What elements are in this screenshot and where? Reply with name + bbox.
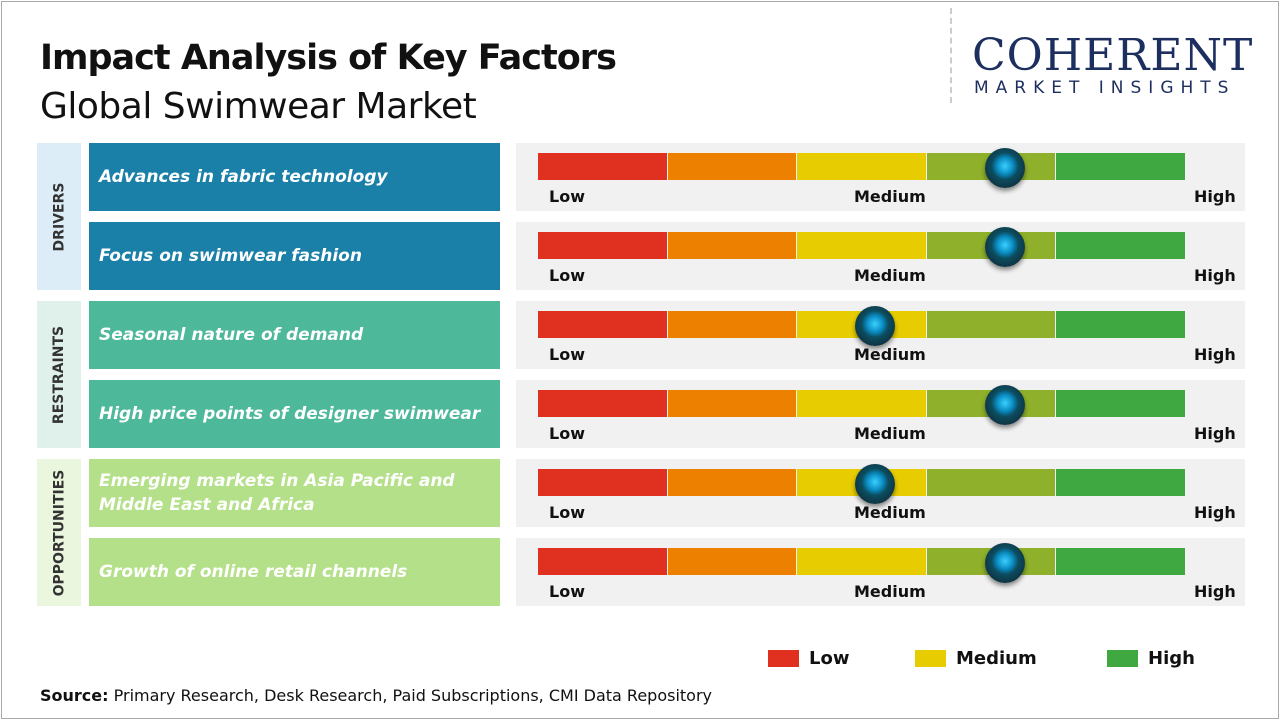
scale-label-low: Low: [549, 503, 585, 522]
gauge-segment: [667, 469, 797, 496]
impact-marker: [984, 148, 1025, 188]
factor-label: Seasonal nature of demand: [89, 301, 500, 369]
gauge-segment: [797, 548, 926, 575]
gauge-segment: [1056, 390, 1185, 417]
scale-label-low: Low: [549, 187, 585, 206]
impact-gauge: Low Medium High: [516, 143, 1245, 211]
coherent-logo: COHERENT MARKET INSIGHTS: [950, 8, 1272, 103]
page-subtitle: Global Swimwear Market: [40, 86, 477, 127]
legend-label-low: Low: [809, 648, 850, 669]
gauge-segment: [797, 232, 926, 259]
impact-marker: [984, 227, 1025, 267]
logo-line1: COHERENT: [972, 30, 1254, 81]
gauge-segment: [667, 232, 797, 259]
scale-label-high: High: [1194, 187, 1236, 206]
gauge-segment: [797, 153, 926, 180]
gauge-segment: [926, 311, 1056, 338]
legend-swatch-low: [768, 650, 799, 667]
factor-label: Emerging markets in Asia Pacific and Mid…: [89, 459, 500, 527]
scale-label-medium: Medium: [854, 266, 926, 285]
scale-label-high: High: [1194, 503, 1236, 522]
category-label: DRIVERS: [51, 182, 67, 251]
scale-label-medium: Medium: [854, 503, 926, 522]
scale-label-low: Low: [549, 582, 585, 601]
impact-marker: [984, 385, 1025, 425]
gauge-segment: [538, 311, 667, 338]
legend-label-high: High: [1148, 648, 1195, 669]
impact-gauge: Low Medium High: [516, 222, 1245, 290]
source-text: Primary Research, Desk Research, Paid Su…: [108, 686, 712, 705]
category-restraints: RESTRAINTS: [37, 301, 81, 448]
gauge-segment: [667, 153, 797, 180]
category-drivers: DRIVERS: [37, 143, 81, 290]
scale-label-medium: Medium: [854, 187, 926, 206]
gauge-segment: [538, 548, 667, 575]
impact-marker: [854, 464, 895, 504]
gauge-segment: [667, 311, 797, 338]
legend-medium: Medium: [915, 648, 1037, 669]
gauge-segment: [667, 390, 797, 417]
legend-swatch-medium: [915, 650, 946, 667]
impact-gauge: Low Medium High: [516, 459, 1245, 527]
impact-gauge: Low Medium High: [516, 301, 1245, 369]
factor-label: Growth of online retail channels: [89, 538, 500, 606]
scale-label-high: High: [1194, 345, 1236, 364]
page-title: Impact Analysis of Key Factors: [40, 38, 617, 78]
logo-line2: MARKET INSIGHTS: [974, 78, 1236, 98]
gauge-segment: [1056, 232, 1185, 259]
category-label: OPPORTUNITIES: [51, 469, 68, 596]
legend-swatch-high: [1107, 650, 1138, 667]
legend-high: High: [1107, 648, 1195, 669]
gauge-segment: [1056, 153, 1185, 180]
impact-gauge: Low Medium High: [516, 380, 1245, 448]
gauge-segment: [667, 548, 797, 575]
gauge-segment: [1056, 548, 1185, 575]
source-note: Source: Primary Research, Desk Research,…: [40, 686, 712, 705]
gauge-segment: [538, 469, 667, 496]
gauge-segment: [1056, 469, 1185, 496]
legend-label-medium: Medium: [956, 648, 1037, 669]
legend-low: Low: [768, 648, 849, 669]
scale-label-medium: Medium: [854, 582, 926, 601]
scale-label-low: Low: [549, 266, 585, 285]
scale-label-low: Low: [549, 424, 585, 443]
impact-gauge: Low Medium High: [516, 538, 1245, 606]
factor-label: Focus on swimwear fashion: [89, 222, 500, 290]
source-label: Source:: [40, 686, 109, 705]
factor-label: Advances in fabric technology: [89, 143, 500, 211]
scale-label-medium: Medium: [854, 345, 926, 364]
gauge-segment: [797, 390, 926, 417]
impact-marker: [984, 543, 1025, 583]
category-opportunities: OPPORTUNITIES: [37, 459, 81, 606]
factor-label: High price points of designer swimwear: [89, 380, 500, 448]
scale-label-high: High: [1194, 266, 1236, 285]
gauge-segment: [538, 390, 667, 417]
category-label: RESTRAINTS: [51, 325, 67, 424]
gauge-segment: [926, 469, 1056, 496]
impact-marker: [854, 306, 895, 346]
scale-label-high: High: [1194, 582, 1236, 601]
scale-label-medium: Medium: [854, 424, 926, 443]
scale-label-low: Low: [549, 345, 585, 364]
scale-label-high: High: [1194, 424, 1236, 443]
gauge-segment: [538, 232, 667, 259]
gauge-segment: [538, 153, 667, 180]
gauge-segment: [1056, 311, 1185, 338]
